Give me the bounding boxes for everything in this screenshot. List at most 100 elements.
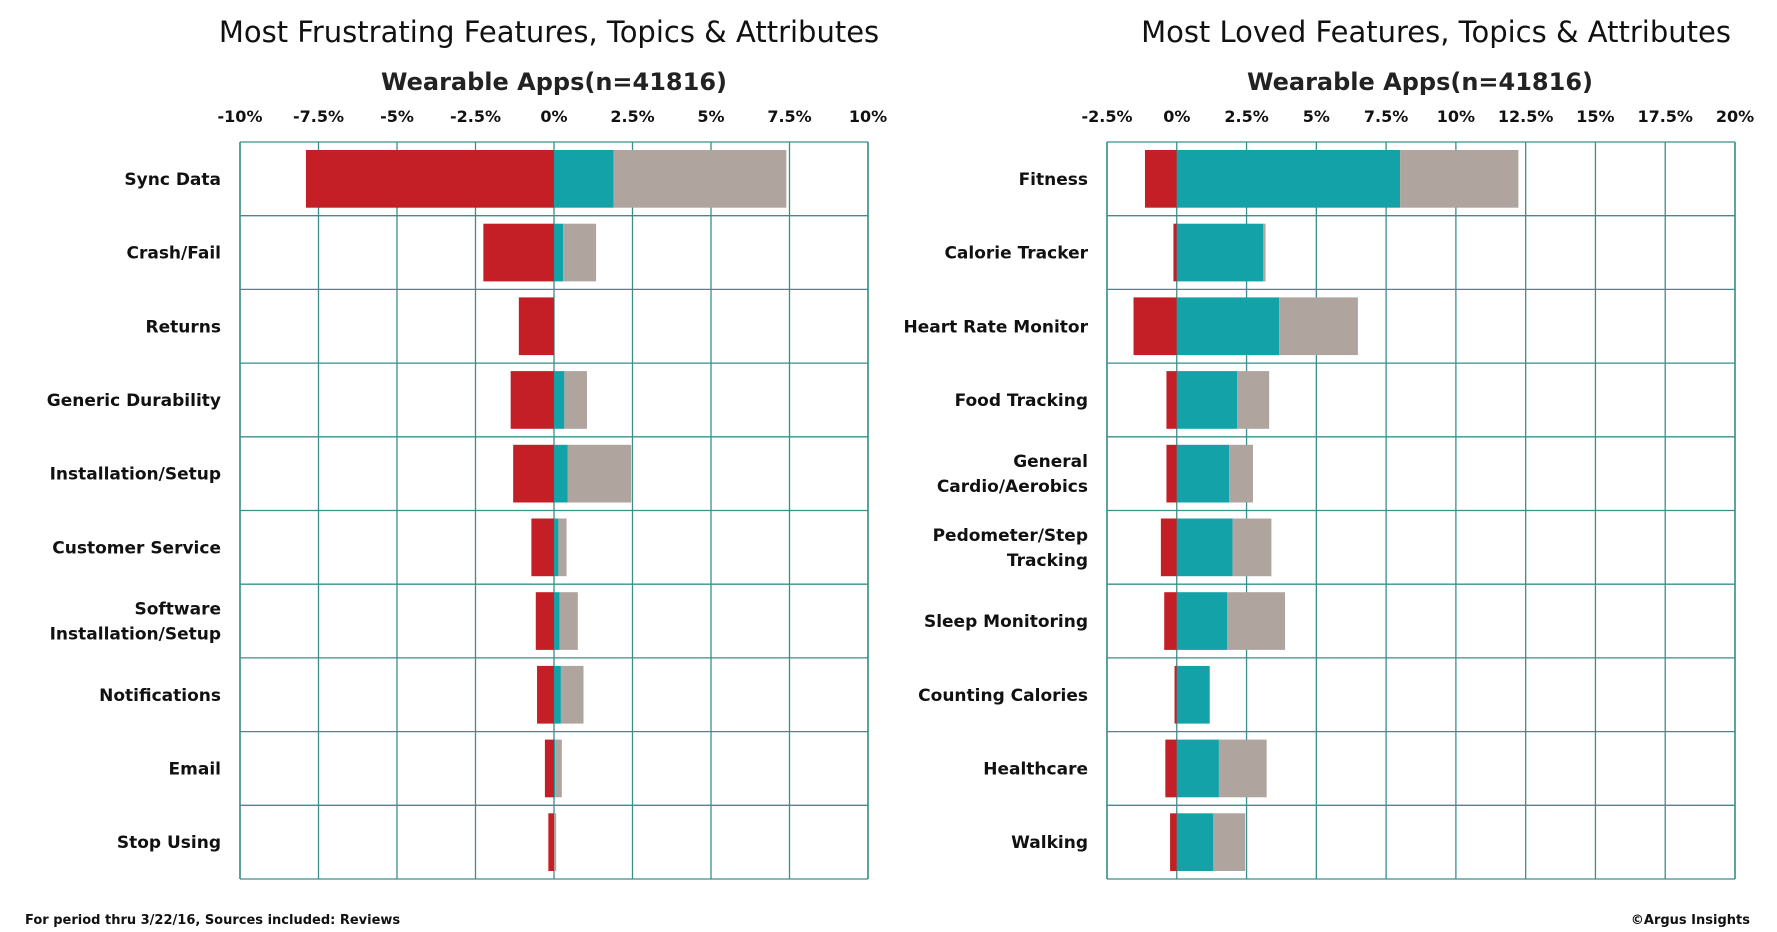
- bar-positive: [554, 518, 559, 577]
- chart-title: Most Loved Features, Topics & Attributes: [1141, 15, 1731, 49]
- x-tick-label: 12.5%: [1498, 107, 1554, 126]
- bar-positive: [1176, 665, 1210, 724]
- x-tick-label: 17.5%: [1637, 107, 1693, 126]
- category-label: Installation/Setup: [50, 625, 221, 645]
- chart-subtitle: Wearable Apps(n=41816): [1247, 68, 1593, 96]
- x-tick-label: 0%: [1163, 107, 1190, 126]
- category-label: Generic Durability: [47, 391, 221, 411]
- category-label: Crash/Fail: [126, 244, 221, 264]
- bar-neutral: [1232, 518, 1272, 577]
- category-label: General: [1013, 452, 1088, 472]
- bar-negative: [544, 739, 554, 798]
- bar-positive: [554, 150, 614, 208]
- x-tick-label: 7.5%: [1364, 107, 1408, 126]
- bar-positive: [1176, 444, 1230, 503]
- bar-neutral: [1229, 444, 1253, 503]
- bar-neutral: [564, 371, 587, 429]
- bar-neutral: [558, 518, 567, 577]
- bar-neutral: [1213, 813, 1246, 871]
- bar-neutral: [1400, 150, 1519, 208]
- x-tick-label: -2.5%: [1081, 107, 1132, 126]
- category-label: Food Tracking: [955, 391, 1088, 411]
- bar-neutral: [1237, 371, 1270, 429]
- x-tick-label: -5%: [380, 107, 414, 126]
- bar-positive: [1176, 518, 1233, 577]
- bar-positive: [1176, 223, 1264, 282]
- x-tick-label: 7.5%: [767, 107, 811, 126]
- x-tick-label: -7.5%: [293, 107, 344, 126]
- bar-neutral: [555, 739, 562, 798]
- x-tick-label: 5%: [1303, 107, 1330, 126]
- bar-positive: [554, 223, 564, 282]
- category-label: Walking: [1011, 833, 1088, 853]
- bar-negative: [1165, 739, 1177, 798]
- bar-negative: [1164, 592, 1177, 650]
- bar-negative: [1173, 223, 1177, 282]
- bar-neutral: [567, 444, 632, 503]
- category-label: Tracking: [1007, 551, 1088, 571]
- bar-positive: [1176, 739, 1219, 798]
- bar-neutral: [559, 592, 578, 650]
- bar-positive: [1176, 297, 1280, 356]
- bar-positive: [554, 371, 565, 429]
- bar-negative: [531, 518, 554, 577]
- bar-positive: [1176, 371, 1238, 429]
- category-label: Email: [169, 759, 221, 779]
- bar-negative: [1166, 444, 1177, 503]
- bar-neutral: [1227, 592, 1286, 650]
- category-label: Fitness: [1019, 170, 1088, 190]
- x-tick-label: 2.5%: [1224, 107, 1268, 126]
- bar-neutral: [1218, 739, 1267, 798]
- bar-positive: [554, 592, 560, 650]
- x-tick-label: 2.5%: [610, 107, 654, 126]
- bar-neutral: [1263, 223, 1266, 282]
- bar-positive: [554, 665, 561, 724]
- bar-neutral: [1279, 297, 1358, 356]
- category-label: Sleep Monitoring: [924, 612, 1088, 632]
- bar-neutral: [613, 150, 787, 208]
- bar-negative: [1170, 813, 1177, 871]
- bar-negative: [513, 444, 554, 503]
- category-label: Cardio/Aerobics: [937, 477, 1088, 497]
- x-tick-label: 0%: [540, 107, 567, 126]
- bar-positive: [1176, 150, 1401, 208]
- bar-positive: [554, 739, 556, 798]
- bar-negative: [483, 223, 554, 282]
- category-label: Software: [134, 600, 221, 620]
- bar-neutral: [563, 223, 597, 282]
- x-tick-label: -10%: [218, 107, 263, 126]
- bar-negative: [1166, 371, 1177, 429]
- footer-source-note: For period thru 3/22/16, Sources include…: [25, 913, 401, 928]
- bar-negative: [518, 297, 554, 356]
- bar-negative: [535, 592, 554, 650]
- x-tick-label: 5%: [697, 107, 724, 126]
- x-tick-label: 10%: [849, 107, 887, 126]
- footer-copyright: ©Argus Insights: [1630, 913, 1750, 928]
- category-label: Installation/Setup: [50, 465, 221, 485]
- bar-negative: [305, 150, 554, 208]
- bar-negative: [1144, 150, 1177, 208]
- category-label: Healthcare: [983, 759, 1088, 779]
- chart-title: Most Frustrating Features, Topics & Attr…: [219, 15, 879, 49]
- x-tick-label: -2.5%: [450, 107, 501, 126]
- x-tick-label: 20%: [1716, 107, 1754, 126]
- bar-positive: [1176, 813, 1214, 871]
- bar-negative: [510, 371, 554, 429]
- category-label: Counting Calories: [918, 686, 1088, 706]
- bar-neutral: [554, 813, 557, 871]
- bar-positive: [1176, 592, 1228, 650]
- bar-negative: [1174, 665, 1177, 724]
- bar-negative: [537, 665, 554, 724]
- bar-neutral: [560, 665, 584, 724]
- chart-subtitle: Wearable Apps(n=41816): [381, 68, 727, 96]
- category-label: Pedometer/Step: [933, 526, 1088, 546]
- category-label: Heart Rate Monitor: [903, 317, 1088, 337]
- bar-negative: [1133, 297, 1177, 356]
- bar-positive: [554, 444, 568, 503]
- category-label: Returns: [146, 317, 221, 337]
- x-tick-label: 10%: [1437, 107, 1475, 126]
- category-label: Notifications: [99, 686, 221, 706]
- category-label: Sync Data: [124, 170, 221, 190]
- bar-negative: [548, 813, 554, 871]
